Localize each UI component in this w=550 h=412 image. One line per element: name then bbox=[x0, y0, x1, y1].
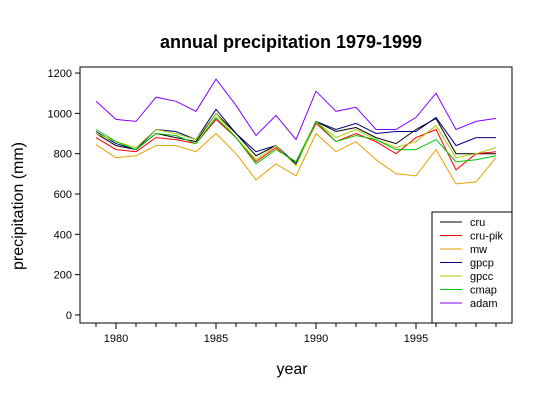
x-tick-label: 1980 bbox=[104, 333, 128, 345]
y-tick-label: 0 bbox=[66, 310, 72, 322]
y-tick-label: 200 bbox=[54, 270, 72, 282]
x-tick-label: 1990 bbox=[304, 333, 328, 345]
series-line-adam bbox=[95, 78, 497, 141]
series-line-cmap bbox=[95, 116, 497, 165]
y-axis-label: precipitation (mm) bbox=[10, 142, 27, 270]
series-line-gpcp bbox=[95, 108, 496, 165]
y-tick-label: 400 bbox=[54, 229, 72, 241]
y-tick-label: 1200 bbox=[48, 68, 72, 80]
y-tick-label: 1000 bbox=[48, 108, 72, 120]
y-axis: 0 200 400 600 800 1000 1200 bbox=[48, 68, 80, 322]
legend-label-mw: mw bbox=[470, 244, 487, 256]
legend-label-cru: cru bbox=[470, 217, 485, 229]
legend-label-cru-pik: cru-pik bbox=[470, 231, 504, 243]
legend-label-gpcc: gpcc bbox=[470, 271, 494, 283]
y-tick-label: 600 bbox=[54, 189, 72, 201]
legend-label-gpcp: gpcp bbox=[470, 258, 494, 270]
legend-label-cmap: cmap bbox=[470, 285, 497, 297]
series-line-mw bbox=[95, 132, 497, 185]
legend-label-adam: adam bbox=[470, 298, 498, 310]
series-lines bbox=[95, 78, 497, 185]
x-tick-label: 1985 bbox=[204, 333, 228, 345]
series-line-gpcc bbox=[95, 112, 497, 167]
x-axis-label: year bbox=[276, 361, 308, 378]
y-tick-label: 800 bbox=[54, 149, 72, 161]
x-axis: 1980 1985 1990 1995 bbox=[95, 323, 497, 345]
chart-title: annual precipitation 1979-1999 bbox=[160, 32, 422, 52]
x-tick-label: 1995 bbox=[404, 333, 428, 345]
legend-box bbox=[431, 211, 513, 324]
